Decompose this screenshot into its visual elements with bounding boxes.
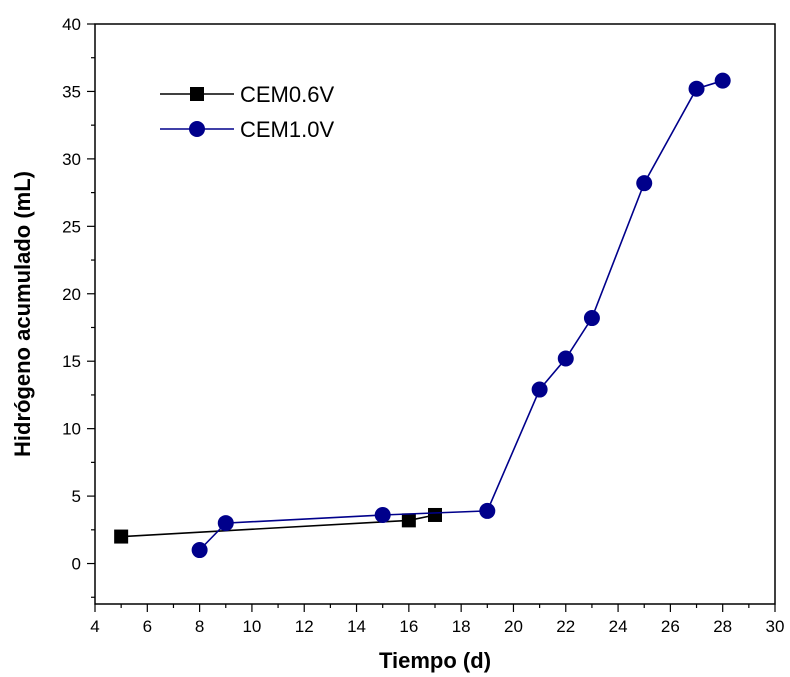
x-tick-label: 26 <box>661 617 680 636</box>
x-tick-label: 30 <box>766 617 785 636</box>
data-point <box>374 506 391 523</box>
x-tick-label: 28 <box>713 617 732 636</box>
data-point <box>191 542 208 559</box>
x-tick-label: 4 <box>90 617 99 636</box>
x-tick-label: 22 <box>556 617 575 636</box>
legend-item: CEM1.0V <box>160 117 334 142</box>
x-tick-label: 14 <box>347 617 366 636</box>
legend-marker <box>189 121 205 137</box>
data-point <box>428 507 442 522</box>
y-tick-label: 5 <box>72 487 81 506</box>
y-tick-label: 30 <box>62 150 81 169</box>
data-point <box>583 310 600 327</box>
y-tick-label: 35 <box>62 82 81 101</box>
x-tick-label: 8 <box>195 617 204 636</box>
data-point <box>531 381 548 398</box>
data-point <box>714 72 731 89</box>
x-tick-label: 16 <box>399 617 418 636</box>
series-line <box>199 79 723 551</box>
data-point <box>479 502 496 519</box>
x-tick-label: 10 <box>242 617 261 636</box>
y-tick-label: 25 <box>62 217 81 236</box>
y-tick-label: 20 <box>62 285 81 304</box>
y-tick-label: 0 <box>72 555 81 574</box>
x-tick-label: 24 <box>609 617 628 636</box>
x-tick-label: 12 <box>295 617 314 636</box>
series-layer <box>114 72 731 559</box>
data-point <box>636 175 653 192</box>
legend-marker <box>190 87 204 101</box>
data-point <box>114 529 129 544</box>
x-axis-title: Tiempo (d) <box>379 648 491 673</box>
data-point <box>401 513 416 528</box>
legend-label: CEM0.6V <box>240 82 334 107</box>
legend-label: CEM1.0V <box>240 117 334 142</box>
series-CEM0.6V <box>114 507 442 544</box>
y-tick-label: 10 <box>62 420 81 439</box>
x-tick-label: 6 <box>143 617 152 636</box>
series-CEM1.0V <box>191 72 731 559</box>
y-tick-label: 15 <box>62 352 81 371</box>
data-point <box>217 515 234 532</box>
data-point <box>688 80 705 97</box>
x-tick-label: 20 <box>504 617 523 636</box>
legend-item: CEM0.6V <box>160 82 334 107</box>
legend: CEM0.6V CEM1.0V <box>160 82 334 142</box>
data-point <box>557 350 574 367</box>
x-tick-label: 18 <box>452 617 471 636</box>
y-tick-label: 40 <box>62 15 81 34</box>
y-axis-title: Hidrógeno acumulado (mL) <box>10 171 35 457</box>
ticks: 4 6 8 10 12 14 16 18 20 22 24 26 28 30 0 5 10 15 20 25 30 35 4… <box>62 15 784 636</box>
